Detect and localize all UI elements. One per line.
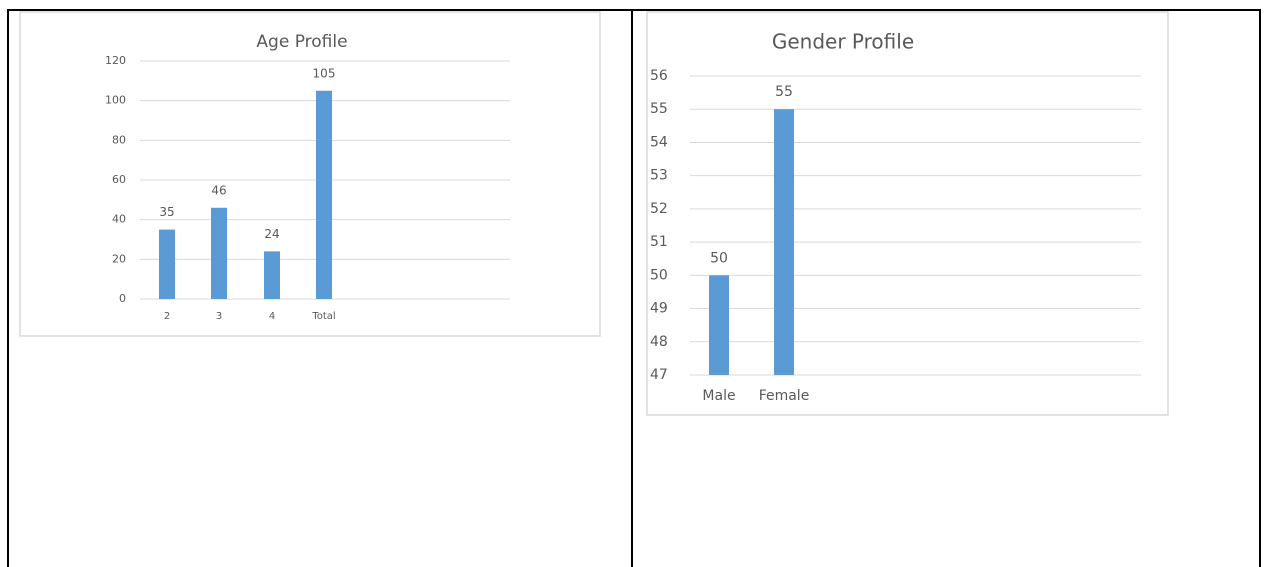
bar: [264, 251, 280, 299]
data-label: 46: [211, 183, 226, 197]
y-tick-label: 40: [112, 213, 126, 226]
chart-title: Age Profile: [256, 32, 347, 52]
y-tick-label: 54: [650, 134, 668, 150]
y-tick-label: 80: [112, 133, 126, 146]
y-tick-label: 56: [650, 68, 668, 84]
bar: [774, 109, 794, 375]
x-tick-label: 3: [216, 311, 222, 322]
y-tick-label: 60: [112, 173, 126, 186]
y-tick-label: 55: [650, 101, 668, 117]
y-tick-label: 0: [119, 292, 126, 305]
data-label: 55: [775, 84, 793, 100]
data-label: 35: [159, 205, 174, 219]
data-label: 24: [264, 227, 279, 241]
y-tick-label: 48: [650, 334, 668, 350]
bar: [709, 275, 729, 375]
x-tick-label: 2: [164, 311, 170, 322]
y-tick-label: 52: [650, 201, 668, 217]
x-tick-label: 4: [269, 311, 275, 322]
y-tick-label: 50: [650, 267, 668, 283]
x-tick-label: Total: [311, 311, 335, 322]
y-tick-label: 49: [650, 301, 668, 317]
chart-frame: [646, 11, 1169, 416]
y-tick-label: 47: [650, 367, 668, 383]
data-label: 105: [313, 66, 336, 80]
x-tick-label: Female: [759, 388, 810, 404]
chart-frame: [19, 11, 601, 337]
y-tick-label: 100: [105, 94, 126, 107]
y-tick-label: 51: [650, 234, 668, 250]
bar: [159, 229, 175, 299]
bar: [211, 207, 227, 299]
bar: [316, 90, 332, 299]
data-label: 50: [710, 250, 728, 266]
y-tick-label: 20: [112, 252, 126, 265]
y-tick-label: 53: [650, 168, 668, 184]
chart-title: Gender Profile: [772, 30, 914, 54]
y-tick-label: 120: [105, 54, 126, 67]
table-borders: [7, 9, 1261, 567]
x-tick-label: Male: [702, 388, 735, 404]
